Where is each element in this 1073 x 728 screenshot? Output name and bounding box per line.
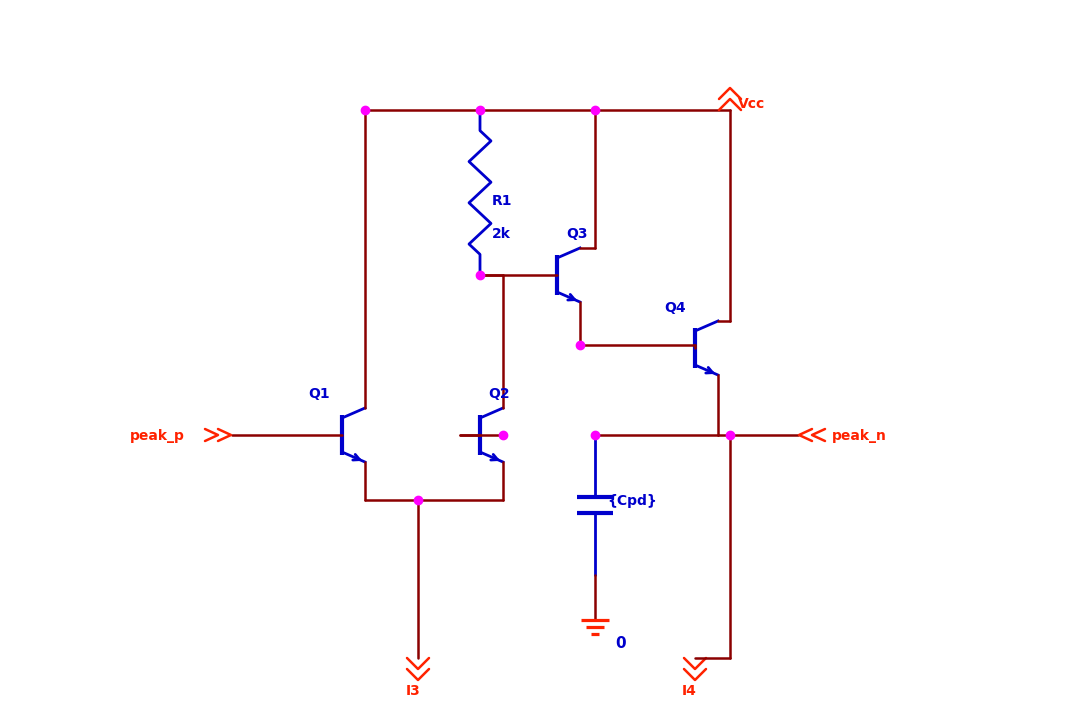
Text: Q4: Q4 xyxy=(664,301,686,315)
Text: peak_n: peak_n xyxy=(832,429,887,443)
Text: Q2: Q2 xyxy=(488,387,510,401)
Text: Q3: Q3 xyxy=(565,227,588,241)
Text: R1: R1 xyxy=(493,194,513,208)
Text: 0: 0 xyxy=(615,636,626,651)
Text: {Cpd}: {Cpd} xyxy=(607,494,657,508)
Text: 2k: 2k xyxy=(493,227,511,241)
Text: I4: I4 xyxy=(682,684,696,698)
Text: Q1: Q1 xyxy=(308,387,329,401)
Text: I3: I3 xyxy=(406,684,421,698)
Text: Vcc: Vcc xyxy=(738,97,765,111)
Text: peak_p: peak_p xyxy=(130,429,185,443)
